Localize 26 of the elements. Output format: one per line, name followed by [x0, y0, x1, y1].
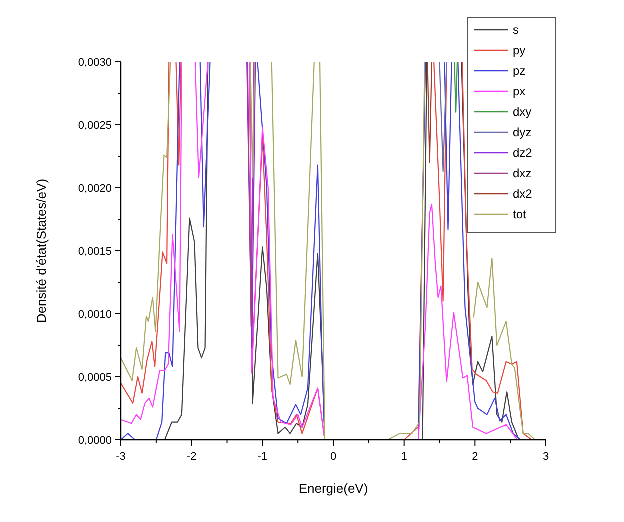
legend-label: px	[513, 84, 526, 99]
y-tick-label: 0,0025	[78, 120, 112, 132]
legend-label: dx2	[513, 187, 533, 202]
y-tick-label: 0,0030	[78, 56, 112, 69]
x-tick-label: -3	[116, 451, 126, 463]
legend-label: dxz	[513, 166, 532, 181]
y-tick-label: 0,0015	[78, 246, 112, 258]
x-tick-label: 2	[472, 451, 478, 463]
legend-label: dyz	[513, 126, 532, 140]
legend-label: py	[513, 44, 526, 58]
y-tick-label: 0,0020	[78, 182, 112, 195]
y-tick-label: 0,0010	[78, 308, 112, 321]
y-axis-title: Densité d'état(States/eV)	[34, 178, 49, 324]
y-tick-label: 0,0005	[78, 372, 112, 384]
legend-label: dz2	[513, 146, 533, 160]
legend-label: dxy	[513, 105, 532, 120]
x-tick-label: 1	[401, 451, 408, 463]
x-tick-label: -1	[258, 451, 268, 463]
legend-label: pz	[513, 64, 526, 78]
x-tick-label: -2	[186, 451, 197, 463]
x-tick-label: 0	[330, 451, 337, 463]
x-axis-title: Energie(eV)	[298, 481, 368, 496]
x-tick-label: 3	[542, 451, 550, 463]
y-tick-label: 0,0000	[78, 434, 112, 447]
legend-label: tot	[513, 208, 528, 222]
legend-label: s	[513, 23, 519, 38]
